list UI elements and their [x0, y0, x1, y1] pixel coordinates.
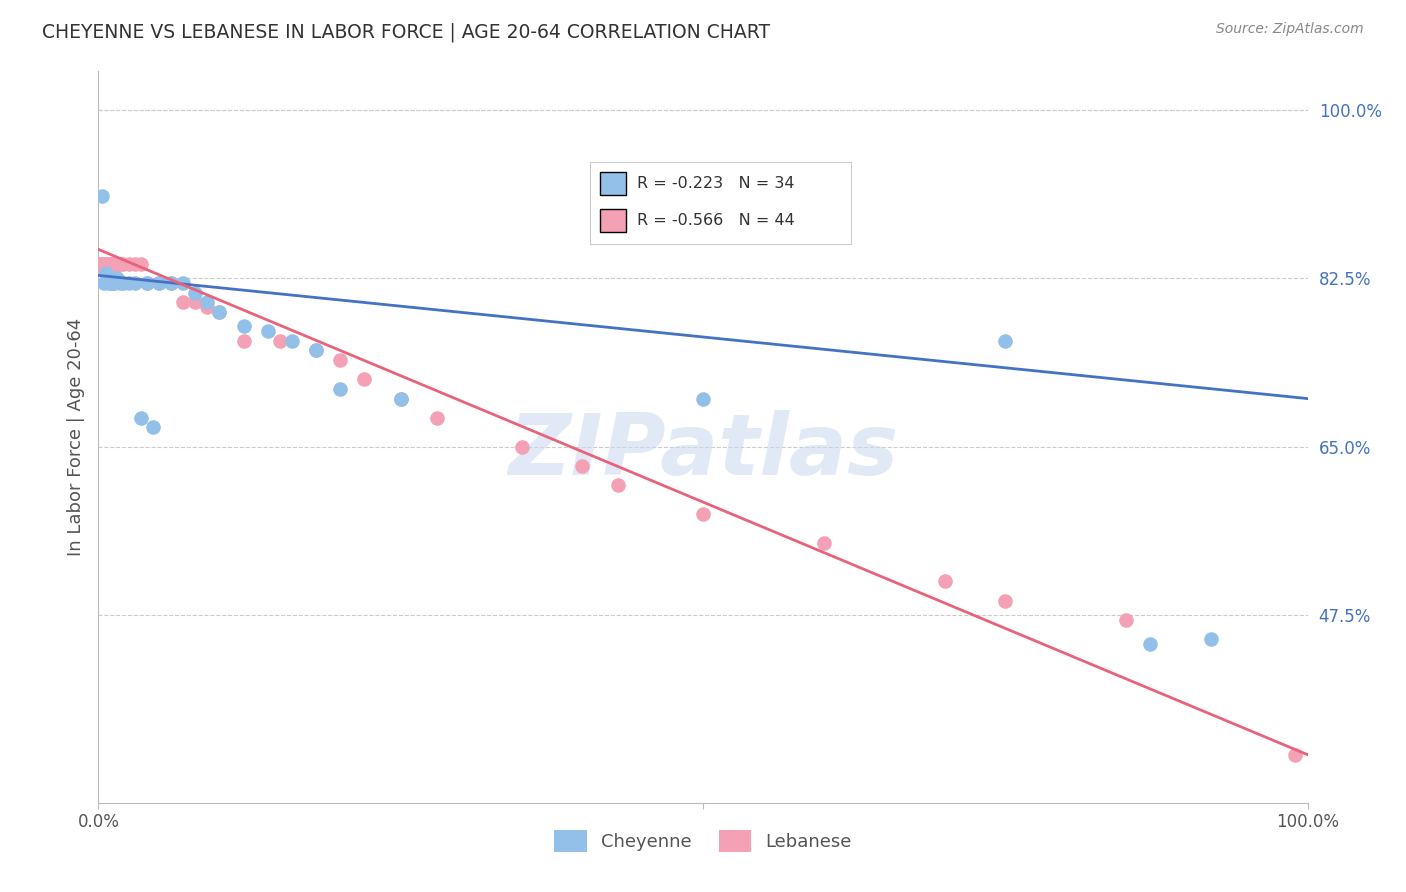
Point — [135, 276, 157, 290]
Point — [184, 285, 207, 300]
Text: CHEYENNE VS LEBANESE IN LABOR FORCE | AGE 20-64 CORRELATION CHART: CHEYENNE VS LEBANESE IN LABOR FORCE | AG… — [42, 22, 770, 42]
Point — [305, 343, 328, 358]
Legend: Cheyenne, Lebanese: Cheyenne, Lebanese — [547, 823, 859, 860]
Point — [91, 189, 114, 203]
Point — [389, 392, 412, 406]
Point — [195, 300, 218, 314]
Point — [1139, 637, 1161, 651]
Point — [94, 267, 117, 281]
Point — [232, 319, 254, 334]
Point — [1284, 747, 1306, 762]
Point — [281, 334, 304, 348]
Text: ZIPatlas: ZIPatlas — [508, 410, 898, 493]
Point — [104, 257, 127, 271]
Point — [98, 276, 121, 290]
Point — [269, 334, 291, 348]
Point — [329, 353, 352, 368]
Point — [813, 536, 835, 550]
Point — [195, 295, 218, 310]
Point — [184, 295, 207, 310]
Point — [124, 257, 146, 271]
Point — [148, 276, 170, 290]
Point — [208, 305, 231, 319]
Point — [100, 276, 122, 290]
Point — [111, 257, 134, 271]
Point — [389, 392, 412, 406]
Point — [160, 276, 183, 290]
Point — [353, 372, 375, 386]
Point — [111, 276, 134, 290]
Point — [256, 324, 278, 338]
Text: R = -0.566   N = 44: R = -0.566 N = 44 — [637, 213, 794, 228]
FancyBboxPatch shape — [600, 172, 627, 195]
Y-axis label: In Labor Force | Age 20-64: In Labor Force | Age 20-64 — [66, 318, 84, 557]
Point — [108, 276, 131, 290]
Point — [100, 276, 122, 290]
Point — [148, 276, 170, 290]
Point — [118, 257, 141, 271]
Point — [692, 392, 714, 406]
Point — [93, 257, 115, 271]
Point — [172, 276, 194, 290]
Point — [91, 257, 114, 271]
Point — [1115, 613, 1137, 627]
Point — [91, 261, 114, 276]
Text: R = -0.223   N = 34: R = -0.223 N = 34 — [637, 176, 794, 191]
Point — [129, 410, 152, 425]
Point — [100, 257, 122, 271]
Point — [934, 574, 956, 589]
Point — [305, 343, 328, 358]
Point — [135, 276, 157, 290]
Point — [105, 257, 128, 271]
Point — [101, 257, 124, 271]
Point — [98, 257, 121, 271]
Point — [994, 334, 1017, 348]
Point — [124, 276, 146, 290]
Point — [142, 420, 165, 434]
Point — [103, 276, 125, 290]
Point — [94, 257, 117, 271]
Point — [107, 257, 129, 271]
Point — [232, 334, 254, 348]
Point — [118, 276, 141, 290]
Point — [160, 276, 183, 290]
Point — [1199, 632, 1222, 647]
Point — [93, 276, 115, 290]
Point — [100, 257, 122, 271]
Point — [510, 440, 533, 454]
Point — [97, 257, 120, 271]
Point — [89, 257, 111, 271]
Point — [129, 257, 152, 271]
Point — [96, 271, 118, 285]
Point — [101, 276, 124, 290]
Point — [96, 257, 118, 271]
Point — [208, 305, 231, 319]
Point — [172, 295, 194, 310]
Point — [108, 257, 131, 271]
Point — [607, 478, 630, 492]
Point — [994, 593, 1017, 607]
Point — [105, 271, 128, 285]
Point — [692, 507, 714, 521]
FancyBboxPatch shape — [600, 209, 627, 232]
Point — [97, 271, 120, 285]
Point — [426, 410, 449, 425]
Text: Source: ZipAtlas.com: Source: ZipAtlas.com — [1216, 22, 1364, 37]
Point — [90, 257, 112, 271]
Point — [571, 458, 593, 473]
Point — [103, 257, 125, 271]
Point — [329, 382, 352, 396]
